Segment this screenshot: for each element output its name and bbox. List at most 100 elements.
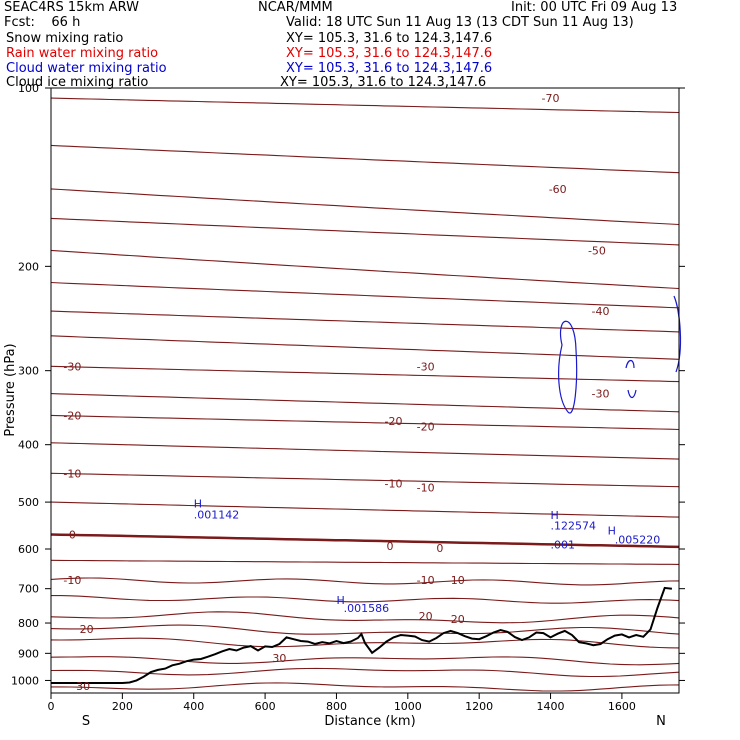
legend-snow-xy: XY= 105.3, 31.6 to 124.3,147.6 xyxy=(286,31,493,46)
cloud-label: H xyxy=(336,594,344,607)
direction-left: S xyxy=(82,714,90,729)
isotherm-label: -20 xyxy=(385,415,403,428)
cloud-label: H xyxy=(608,524,616,537)
isotherm-label: 0 xyxy=(386,540,393,553)
isotherm-line xyxy=(50,144,680,174)
legend-cloudice-label: Cloud ice mixing ratio xyxy=(6,75,149,90)
isotherm-line xyxy=(50,188,680,226)
y-tick-label: 500 xyxy=(18,496,39,509)
isotherm-label: -30 xyxy=(63,360,81,373)
x-tick-label: 1600 xyxy=(608,700,636,713)
label-layer: -70 -60 -50 -40 -30 -30 -30 -20 -20 -20 -10 -10 -10 0… xyxy=(63,92,660,693)
x-tick-label: 400 xyxy=(183,700,204,713)
valid-time: Valid: 18 UTC Sun 11 Aug 13 (13 CDT Sun … xyxy=(286,15,634,30)
y-tick-label: 1000 xyxy=(11,674,39,687)
isotherm-label: -70 xyxy=(542,92,560,105)
cloud-label: .001586 xyxy=(344,602,390,615)
x-tick-label: 0 xyxy=(48,700,55,713)
org-title: NCAR/MMM xyxy=(258,0,333,15)
y-axis-label: Pressure (hPa) xyxy=(3,343,18,436)
isotherm-label: -20 xyxy=(63,409,81,422)
legend-cloudwater-xy: XY= 105.3, 31.6 to 124.3,147.6 xyxy=(286,61,493,76)
y-tick-label: 800 xyxy=(18,617,39,630)
isotherm-label: -10 xyxy=(385,477,403,490)
isotherm-line xyxy=(50,533,680,549)
cloud-label: H xyxy=(194,498,202,511)
x-tick-label: 1200 xyxy=(465,700,493,713)
x-tick-label: 800 xyxy=(326,700,347,713)
isotherm-label: 20 xyxy=(419,610,433,623)
y-tick-label: 100 xyxy=(18,82,39,95)
cloud-label: H xyxy=(551,509,559,522)
direction-right: N xyxy=(656,714,666,729)
init-time: Init: 00 UTC Fri 09 Aug 13 xyxy=(511,0,678,15)
isotherm-label: 10 xyxy=(451,574,465,587)
isotherm-line xyxy=(50,611,680,624)
y-tick-label: 400 xyxy=(18,439,39,452)
cloud-label: .001 xyxy=(551,539,576,552)
isotherm-label: -10 xyxy=(417,481,435,494)
isotherm-label: -50 xyxy=(588,244,606,257)
terrain-layer xyxy=(51,586,673,684)
isotherm-label: 0 xyxy=(436,542,443,555)
isotherm-label: -10 xyxy=(63,574,81,587)
cloud-contour xyxy=(625,359,635,369)
isotherm-label: -40 xyxy=(592,305,610,318)
cloud-contour xyxy=(627,389,637,399)
isotherm-line xyxy=(50,442,680,460)
x-tick-label: 200 xyxy=(112,700,133,713)
isotherm-line xyxy=(50,501,680,518)
isotherm-line xyxy=(50,335,680,360)
model-title: SEAC4RS 15km ARW xyxy=(4,0,140,15)
isotherm-line xyxy=(50,281,680,309)
isotherm-line xyxy=(50,393,680,413)
cloud-label: .001142 xyxy=(194,509,240,522)
legend-snow-label: Snow mixing ratio xyxy=(6,31,124,46)
isotherm-label: 30 xyxy=(272,652,286,665)
legend-rain-xy: XY= 105.3, 31.6 to 124.3,147.6 xyxy=(286,46,493,61)
isotherm-line xyxy=(50,249,680,290)
isotherm-label: -30 xyxy=(417,360,435,373)
isotherm-line xyxy=(50,414,680,431)
isotherm-label: 30 xyxy=(76,680,90,693)
cloud-label: .122574 xyxy=(551,520,597,533)
isotherm-line xyxy=(50,656,680,666)
isotherm-line xyxy=(50,365,680,383)
legend-cloudwater-label: Cloud water mixing ratio xyxy=(6,61,167,76)
cloud-contour xyxy=(558,320,578,414)
y-tick-label: 600 xyxy=(18,543,39,556)
cloud-label: .005220 xyxy=(615,533,661,546)
isotherm-label: -10 xyxy=(417,574,435,587)
isotherm-label: -10 xyxy=(63,467,81,480)
terrain-line xyxy=(51,586,673,684)
legend-rain-label: Rain water mixing ratio xyxy=(6,46,159,61)
forecast-hour: Fcst: 66 h xyxy=(4,15,81,30)
y-tick-label: 200 xyxy=(18,260,39,273)
y-tick-label: 700 xyxy=(18,583,39,596)
isotherm-label: 20 xyxy=(451,613,465,626)
x-tick-label: 1400 xyxy=(537,700,565,713)
y-tick-label: 900 xyxy=(18,647,39,660)
isotherm-line xyxy=(50,310,680,333)
legend-cloudice-xy: XY= 105.3, 31.6 to 124.3,147.6 xyxy=(280,75,487,90)
isotherm-line xyxy=(50,667,680,678)
x-axis-label: Distance (km) xyxy=(324,714,415,729)
isotherm-line xyxy=(50,624,680,635)
isotherm-line xyxy=(50,577,680,586)
cloud-contour xyxy=(673,295,682,373)
isotherm-line xyxy=(50,97,680,114)
cloud-layer xyxy=(558,295,682,414)
isotherm-line xyxy=(50,217,680,246)
isotherm-label: -30 xyxy=(592,388,610,401)
x-tick-label: 600 xyxy=(255,700,276,713)
isotherm-line xyxy=(51,595,680,604)
plot-frame xyxy=(50,87,680,694)
isotherm-label: 0 xyxy=(69,528,76,541)
isotherm-label: -20 xyxy=(417,421,435,434)
isotherm-label: -60 xyxy=(549,183,567,196)
x-tick-label: 1000 xyxy=(394,700,422,713)
isotherm-line xyxy=(50,472,680,488)
y-tick-label: 300 xyxy=(18,365,39,378)
